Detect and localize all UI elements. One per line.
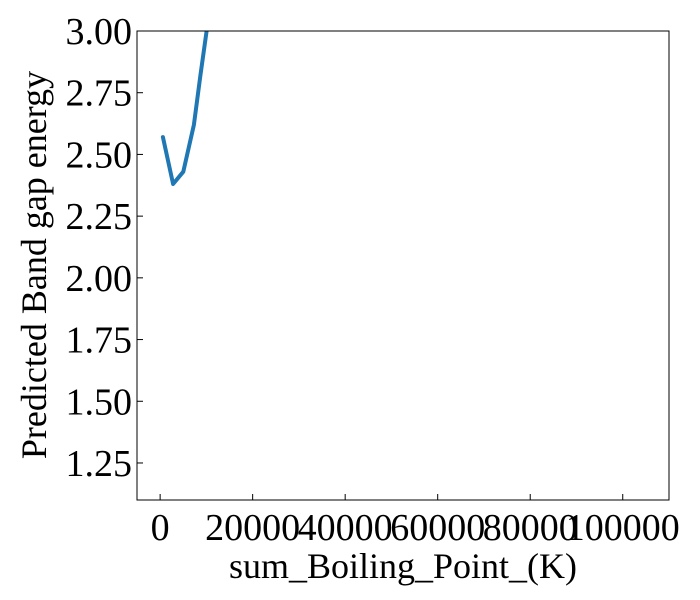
x-tick-label: 20000 bbox=[205, 507, 300, 549]
y-tick-label: 2.25 bbox=[66, 196, 133, 238]
y-axis-ticks: 1.25 1.50 1.75 2.00 2.25 2.50 2.75 3.00 bbox=[66, 11, 143, 485]
x-tick-label: 60000 bbox=[390, 507, 485, 549]
x-tick-label: 0 bbox=[151, 507, 170, 549]
y-tick-label: 2.75 bbox=[66, 73, 133, 115]
y-tick-label: 2.50 bbox=[66, 134, 133, 176]
plot-frame bbox=[136, 30, 670, 501]
x-tick-label: 100000 bbox=[566, 507, 680, 549]
y-tick-label: 3.00 bbox=[66, 11, 133, 53]
series-layer bbox=[160, 31, 209, 186]
x-axis-label: sum_Boiling_Point_(K) bbox=[229, 546, 577, 586]
y-tick-label: 1.50 bbox=[66, 381, 133, 423]
x-tick-label: 80000 bbox=[483, 507, 578, 549]
y-tick-label: 2.00 bbox=[66, 258, 133, 300]
series-line bbox=[160, 31, 209, 186]
y-tick-label: 1.25 bbox=[66, 443, 133, 485]
x-tick-label: 40000 bbox=[298, 507, 393, 549]
y-tick-label: 1.75 bbox=[66, 320, 133, 362]
y-axis-label: Predicted Band gap energy bbox=[14, 71, 54, 459]
